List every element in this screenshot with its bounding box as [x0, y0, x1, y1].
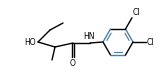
Text: HO: HO [24, 38, 36, 46]
Text: HN: HN [83, 32, 95, 41]
Text: Cl: Cl [133, 8, 140, 17]
Text: Cl: Cl [147, 38, 155, 46]
Text: O: O [70, 59, 76, 67]
